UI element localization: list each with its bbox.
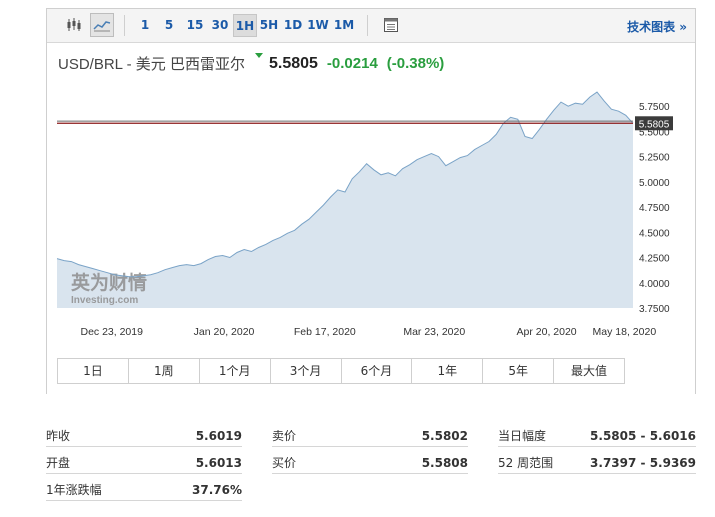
stat-52-week-range: 52 周范围 3.7397 - 5.9369	[498, 451, 696, 474]
watermark-text: 英为财情	[71, 271, 147, 294]
x-tick-label: Mar 23, 2020	[403, 326, 465, 338]
interval-1m[interactable]: 1M	[333, 18, 355, 32]
area-chart-icon[interactable]	[90, 13, 114, 37]
stat-label: 52 周范围	[498, 456, 554, 470]
y-tick-label: 5.2500	[639, 153, 670, 164]
y-tick-label: 4.5000	[639, 228, 670, 239]
interval-5h[interactable]: 5H	[259, 18, 279, 32]
range-1w[interactable]: 1周	[129, 359, 200, 383]
interval-5min[interactable]: 5	[164, 18, 174, 32]
stat-value: 5.5808	[421, 456, 468, 470]
y-tick-label: 3.7500	[639, 304, 670, 315]
stat-bid: 卖价 5.5802	[272, 424, 468, 447]
y-tick-label: 5.5000	[639, 127, 670, 138]
stat-value: 5.5802	[421, 429, 468, 443]
x-tick-label: Jan 20, 2020	[194, 326, 255, 338]
stat-label: 卖价	[272, 429, 297, 443]
stat-day-range: 当日幅度 5.5805 - 5.6016	[498, 424, 696, 447]
y-tick-label: 5.7500	[639, 102, 670, 113]
stat-label: 昨收	[46, 429, 71, 443]
stat-value: 3.7397 - 5.9369	[590, 456, 696, 470]
table-icon[interactable]	[379, 13, 403, 37]
y-tick-label: 4.7500	[639, 203, 670, 214]
x-tick-label: May 18, 2020	[593, 326, 657, 338]
stat-1y-change: 1年涨跌幅 37.76%	[46, 478, 242, 501]
price-area	[57, 92, 633, 308]
toolbar-divider	[124, 15, 125, 36]
instrument-name: USD/BRL - 美元 巴西雷亚尔	[58, 56, 245, 73]
y-tick-label: 4.0000	[639, 279, 670, 290]
down-arrow-icon	[254, 53, 263, 58]
quote-stats: 昨收 5.6019 开盘 5.6013 1年涨跌幅 37.76% 卖价 5.58…	[46, 424, 696, 504]
stat-value: 5.6013	[195, 456, 242, 470]
x-tick-label: Apr 20, 2020	[517, 326, 577, 338]
watermark-subtext: Investing.com	[71, 295, 138, 306]
chart-widget: 1 5 15 30 1H 5H 1D 1W 1M 技术图表 » USD/BRL …	[46, 8, 696, 394]
quote-header: USD/BRL - 美元 巴西雷亚尔 5.5805 -0.0214 (-0.38%)	[58, 53, 444, 75]
stat-value: 37.76%	[192, 483, 242, 497]
price-change: -0.0214	[326, 55, 378, 72]
interval-1min[interactable]: 1	[140, 18, 150, 32]
range-max[interactable]: 最大值	[571, 364, 608, 378]
chart-panel: USD/BRL - 美元 巴西雷亚尔 5.5805 -0.0214 (-0.38%) …	[47, 42, 695, 394]
technical-chart-link[interactable]: 技术图表 »	[627, 20, 687, 34]
candlestick-chart-icon[interactable]	[62, 13, 86, 37]
stat-label: 1年涨跌幅	[46, 483, 102, 497]
stat-label: 开盘	[46, 456, 71, 470]
stat-label: 当日幅度	[498, 429, 547, 443]
stat-label: 买价	[272, 456, 297, 470]
price-change-percent: (-0.38%)	[386, 55, 445, 72]
last-price: 5.5805	[268, 54, 318, 72]
y-tick-label: 4.2500	[639, 254, 670, 265]
price-line	[56, 91, 634, 278]
chart-toolbar: 1 5 15 30 1H 5H 1D 1W 1M 技术图表 »	[47, 9, 695, 42]
y-tick-label: 5.0000	[639, 178, 670, 189]
interval-15min[interactable]: 15	[186, 18, 204, 32]
stat-open: 开盘 5.6013	[46, 451, 242, 474]
range-selector: 1日 1周 1个月 3个月 6个月 1年 5年 最大值	[57, 358, 625, 384]
current-price-badge	[635, 116, 673, 131]
stat-value: 5.5805 - 5.6016	[590, 429, 696, 443]
interval-30min[interactable]: 30	[211, 18, 229, 32]
x-tick-label: Feb 17, 2020	[294, 326, 356, 338]
interval-1h[interactable]: 1H	[233, 14, 257, 37]
range-3m[interactable]: 3个月	[271, 359, 342, 383]
interval-1w[interactable]: 1W	[307, 18, 329, 32]
stat-value: 5.6019	[195, 429, 242, 443]
range-1m[interactable]: 1个月	[200, 359, 271, 383]
range-5y[interactable]: 5年	[483, 359, 555, 383]
range-6m[interactable]: 6个月	[342, 359, 413, 383]
interval-1d[interactable]: 1D	[283, 18, 303, 32]
range-1y[interactable]: 1年	[412, 359, 484, 383]
x-tick-label: Dec 23, 2019	[80, 326, 143, 338]
stat-ask: 买价 5.5808	[272, 451, 468, 474]
stat-prev-close: 昨收 5.6019	[46, 424, 242, 447]
toolbar-divider	[367, 15, 368, 36]
current-price-label: 5.5805	[639, 119, 670, 130]
range-1d[interactable]: 1日	[58, 359, 129, 383]
